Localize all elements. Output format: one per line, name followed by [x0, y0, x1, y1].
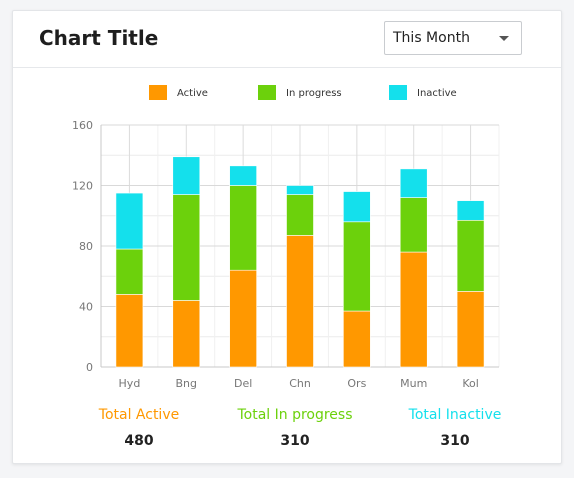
period-select-value: This Month [393, 30, 470, 46]
summary-label-inactive: Total Inactive [408, 407, 502, 423]
bar-mum-active [399, 251, 428, 368]
bar-kol-in-progress [456, 219, 485, 292]
x-tick-label: Mum [400, 377, 427, 390]
bar-hyd-in-progress [115, 248, 144, 295]
x-tick-label: Kol [462, 377, 478, 390]
y-tick-label: 40 [79, 301, 93, 314]
legend-label-in-progress: In progress [286, 88, 342, 99]
period-select[interactable]: This Month [384, 21, 522, 55]
x-tick-label: Del [234, 377, 252, 390]
legend-swatch-in-progress [258, 85, 276, 100]
summary-total-inactive: Total Inactive 310 [365, 407, 545, 449]
y-tick-label: 120 [72, 180, 93, 193]
x-tick-label: Bng [176, 377, 198, 390]
x-tick-label: Hyd [119, 377, 141, 390]
stacked-bar-chart: 0 40 80 120 160 Hyd Bng Del Chn Ors Mum Kol Active In… [72, 85, 500, 390]
bar-bng-in-progress [172, 194, 201, 301]
bar-ors-in-progress [343, 221, 371, 312]
summary-label-in-progress: Total In progress [237, 407, 353, 423]
bar-hyd-inactive [115, 192, 144, 250]
bar-kol-inactive [456, 200, 485, 221]
x-tick-label: Ors [347, 377, 366, 390]
chart-card: Chart Title This Month 0 40 80 120 160 Hyd Bng… [12, 10, 562, 464]
legend-label-inactive: Inactive [417, 88, 457, 99]
legend-swatch-inactive [389, 85, 407, 100]
summary-total-in-progress: Total In progress 310 [205, 407, 385, 449]
bar-bng-active [172, 300, 201, 368]
bar-chn-in-progress [286, 194, 314, 236]
chevron-down-icon [499, 36, 509, 41]
y-tick-label: 80 [79, 240, 93, 253]
legend-swatch-active [149, 85, 167, 100]
bar-ors-active [343, 310, 371, 368]
bar-chn-active [286, 235, 314, 368]
bar-del-inactive [229, 165, 257, 186]
bar-ors-inactive [343, 191, 371, 223]
bar-mum-in-progress [399, 197, 428, 253]
summary-value-inactive: 310 [440, 433, 470, 449]
legend-label-active: Active [177, 88, 208, 99]
bar-mum-inactive [399, 168, 428, 198]
summary-label-active: Total Active [98, 407, 180, 423]
y-tick-label: 0 [86, 361, 93, 374]
x-tick-label: Chn [289, 377, 311, 390]
chart-title: Chart Title [39, 26, 159, 50]
bar-kol-active [456, 291, 485, 368]
summary-value-active: 480 [124, 433, 154, 449]
bar-chn-inactive [286, 185, 314, 195]
bar-del-in-progress [229, 185, 257, 271]
summary-value-in-progress: 310 [280, 433, 310, 449]
bar-hyd-active [115, 294, 144, 368]
bar-del-active [229, 269, 257, 368]
bar-bng-inactive [172, 156, 201, 195]
card-header: Chart Title This Month [13, 11, 561, 68]
y-tick-label: 160 [72, 119, 93, 132]
summary-total-active: Total Active 480 [49, 407, 229, 449]
